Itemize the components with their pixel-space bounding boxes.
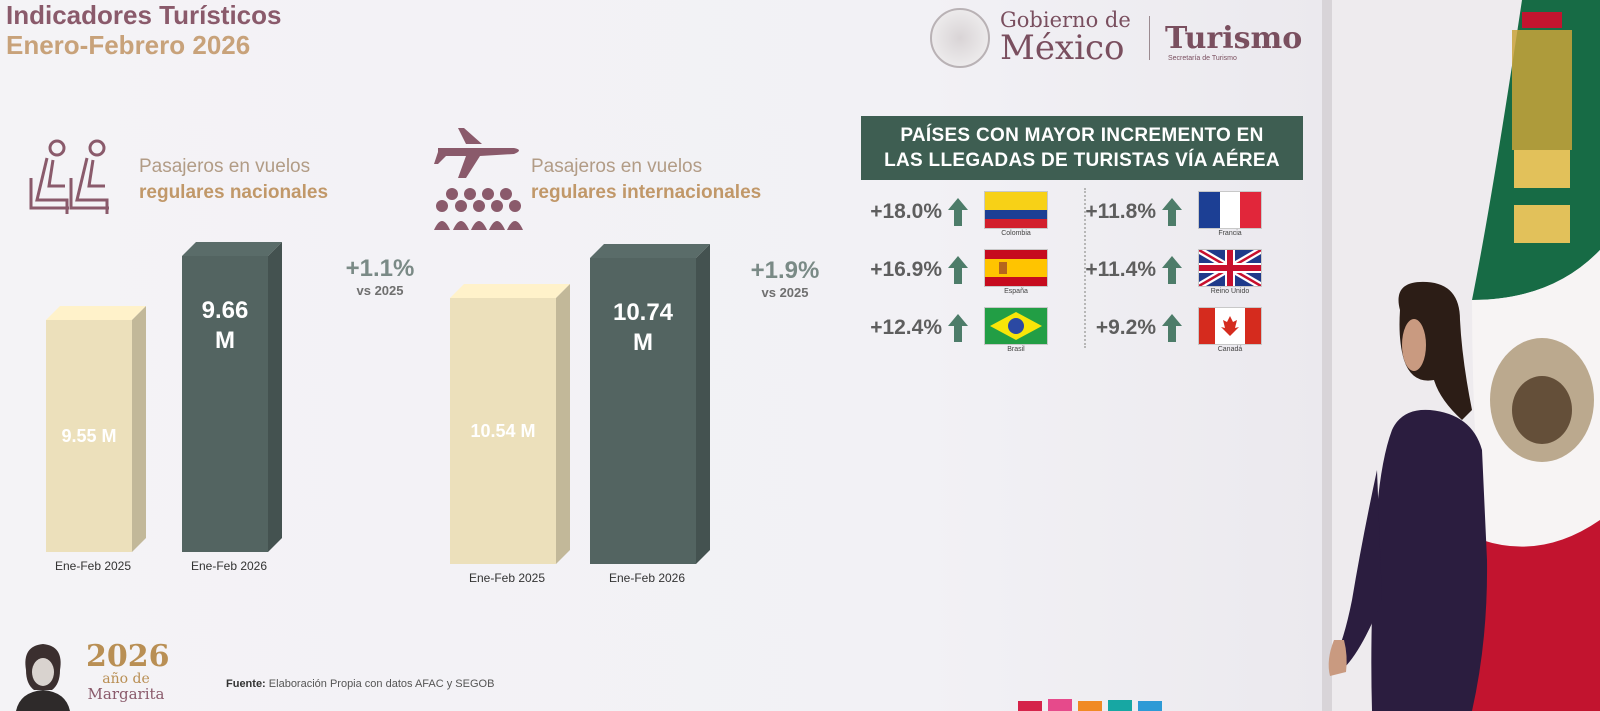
international-category-label-0: Ene-Feb 2025: [469, 571, 545, 585]
spain-flag-icon: [985, 250, 1047, 286]
domestic-change: +1.1% vs 2025: [335, 255, 425, 298]
domestic-value-number-1: 9.66: [202, 297, 249, 324]
gobierno-label: Gobierno de: [1000, 8, 1131, 32]
domestic-change-pct: +1.1%: [345, 255, 415, 282]
domestic-passengers-chart: 9.55 M Ene-Feb 2025 9.66 M Ene-Feb 2026 +1.1…: [30, 230, 414, 600]
panel-title-line1: PAÍSES CON MAYOR INCREMENTO EN: [900, 125, 1264, 146]
stage-scene: [1322, 0, 1600, 711]
country-name: España: [1004, 288, 1028, 295]
domestic-value-label-1: 9.66 M: [202, 297, 249, 354]
international-bar-0: [450, 298, 556, 564]
secretaria-label: Secretaría de Turismo: [1168, 55, 1237, 62]
country-colombia: +18.0% Colombia: [862, 186, 1082, 237]
up-arrow-icon: [1162, 256, 1182, 284]
source-label: Fuente:: [226, 678, 266, 690]
international-label-line1: Pasajeros en vuelos: [531, 156, 703, 177]
international-category-label-1: Ene-Feb 2026: [609, 571, 685, 585]
domestic-change-vs: vs 2025: [356, 283, 404, 298]
domestic-bar-top-1: [182, 242, 282, 256]
margarita-maza-portrait: [16, 644, 70, 711]
airline-seats-icon: [29, 139, 109, 214]
up-arrow-icon: [948, 198, 968, 226]
year-number: 2026: [86, 639, 170, 674]
domestic-chart-svg: 9.55 M Ene-Feb 2025 9.66 M Ene-Feb 2026: [46, 242, 282, 573]
international-bar-side-0: [556, 284, 570, 564]
country-pct: +16.9%: [870, 258, 942, 281]
international-value-label-0: 10.54 M: [470, 421, 535, 441]
domestic-value-unit-1: M: [215, 327, 235, 354]
country-brazil: +12.4% Brasil: [862, 302, 1082, 353]
country-name: Francia: [1218, 230, 1242, 237]
country-pct: +18.0%: [870, 200, 942, 223]
international-flights-label: Pasajeros en vuelos regulares internacio…: [531, 154, 761, 206]
presentation-screen: Indicadores Turísticos Enero-Febrero 202…: [0, 0, 1322, 711]
domestic-bar-side-0: [132, 306, 146, 552]
domestic-category-label-0: Ene-Feb 2025: [55, 559, 131, 573]
domestic-bar-side-1: [268, 242, 282, 552]
mexican-flag: [1472, 0, 1600, 711]
country-pct: +12.4%: [870, 316, 942, 339]
international-chart-svg: 10.54 M Ene-Feb 2025 10.74 M Ene-Feb 2026: [450, 244, 710, 585]
header-divider: [1149, 16, 1150, 60]
page-title: Indicadores Turísticos: [6, 0, 282, 30]
domestic-value-label-0: 9.55 M: [61, 426, 116, 446]
country-name: Reino Unido: [1210, 288, 1250, 295]
country-pct: +11.8%: [1085, 200, 1156, 223]
canada-flag-icon: [1199, 308, 1261, 344]
country-pct: +9.2%: [1095, 316, 1156, 339]
panel-title-line2: LAS LLEGADAS DE TURISTAS VÍA AÉREA: [884, 150, 1280, 171]
year-of-margarita-maza: 2026 año de Margarita: [86, 639, 170, 703]
countries-divider: [1084, 188, 1086, 348]
country-spain: +16.9% España: [862, 244, 1082, 295]
international-change-vs: vs 2025: [761, 285, 809, 300]
country-france: +11.8% Francia: [1076, 186, 1296, 237]
international-value-label-1: 10.74 M: [613, 299, 674, 356]
international-value-unit-1: M: [633, 329, 653, 356]
domestic-flights-label: Pasajeros en vuelos regulares nacionales: [139, 154, 328, 206]
international-bar-top-0: [450, 284, 570, 298]
international-change: +1.9% vs 2025: [740, 257, 830, 300]
brazil-flag-icon: [985, 308, 1047, 344]
mexico-label: México: [1000, 28, 1125, 68]
up-arrow-icon: [1162, 198, 1182, 226]
country-name: Canadá: [1217, 346, 1243, 353]
country-canada: +9.2% Canadá: [1076, 302, 1296, 353]
country-uk: +11.4% Reino Unido: [1076, 244, 1296, 295]
airplane-passengers-icon: [434, 128, 523, 230]
domestic-label-line1: Pasajeros en vuelos: [139, 156, 311, 177]
country-pct: +11.4%: [1085, 258, 1156, 281]
colombia-flag-icon: [985, 192, 1047, 228]
country-name: Brasil: [1007, 346, 1025, 353]
source-text: Elaboración Propia con datos AFAC y SEGO…: [268, 678, 495, 690]
international-label-line2: regulares internacionales: [531, 182, 762, 203]
domestic-bar-1: [182, 256, 268, 552]
international-bar-top-1: [590, 244, 710, 258]
international-value-number-1: 10.74: [613, 299, 674, 326]
international-bar-1: [590, 258, 696, 564]
page-subtitle: Enero-Febrero 2026: [6, 30, 251, 60]
domestic-bar-top-0: [46, 306, 146, 320]
source-note: Fuente: Elaboración Propia con datos AFA…: [226, 678, 494, 690]
year-ano-de: año de: [102, 671, 150, 687]
country-name: Colombia: [1001, 230, 1031, 237]
turismo-label: Turismo: [1165, 21, 1303, 56]
countries-panel-title: PAÍSES CON MAYOR INCREMENTO EN LAS LLEGA…: [861, 116, 1303, 180]
national-seal-icon: [930, 8, 990, 68]
international-change-pct: +1.9%: [750, 257, 820, 284]
up-arrow-icon: [948, 314, 968, 342]
domestic-label-line2: regulares nacionales: [139, 182, 329, 203]
france-flag-icon: [1199, 192, 1261, 228]
domestic-category-label-1: Ene-Feb 2026: [191, 559, 267, 573]
up-arrow-icon: [1162, 314, 1182, 342]
mexico-brand-logo: [1018, 699, 1162, 711]
domestic-bar-0: [46, 320, 132, 552]
international-passengers-chart: 10.54 M Ene-Feb 2025 10.74 M Ene-Feb 2026 +1…: [440, 230, 840, 600]
uk-flag-icon: [1199, 250, 1261, 286]
speaker-silhouette: [1328, 281, 1488, 711]
year-margarita: Margarita: [87, 685, 165, 703]
up-arrow-icon: [948, 256, 968, 284]
international-bar-side-1: [696, 244, 710, 564]
